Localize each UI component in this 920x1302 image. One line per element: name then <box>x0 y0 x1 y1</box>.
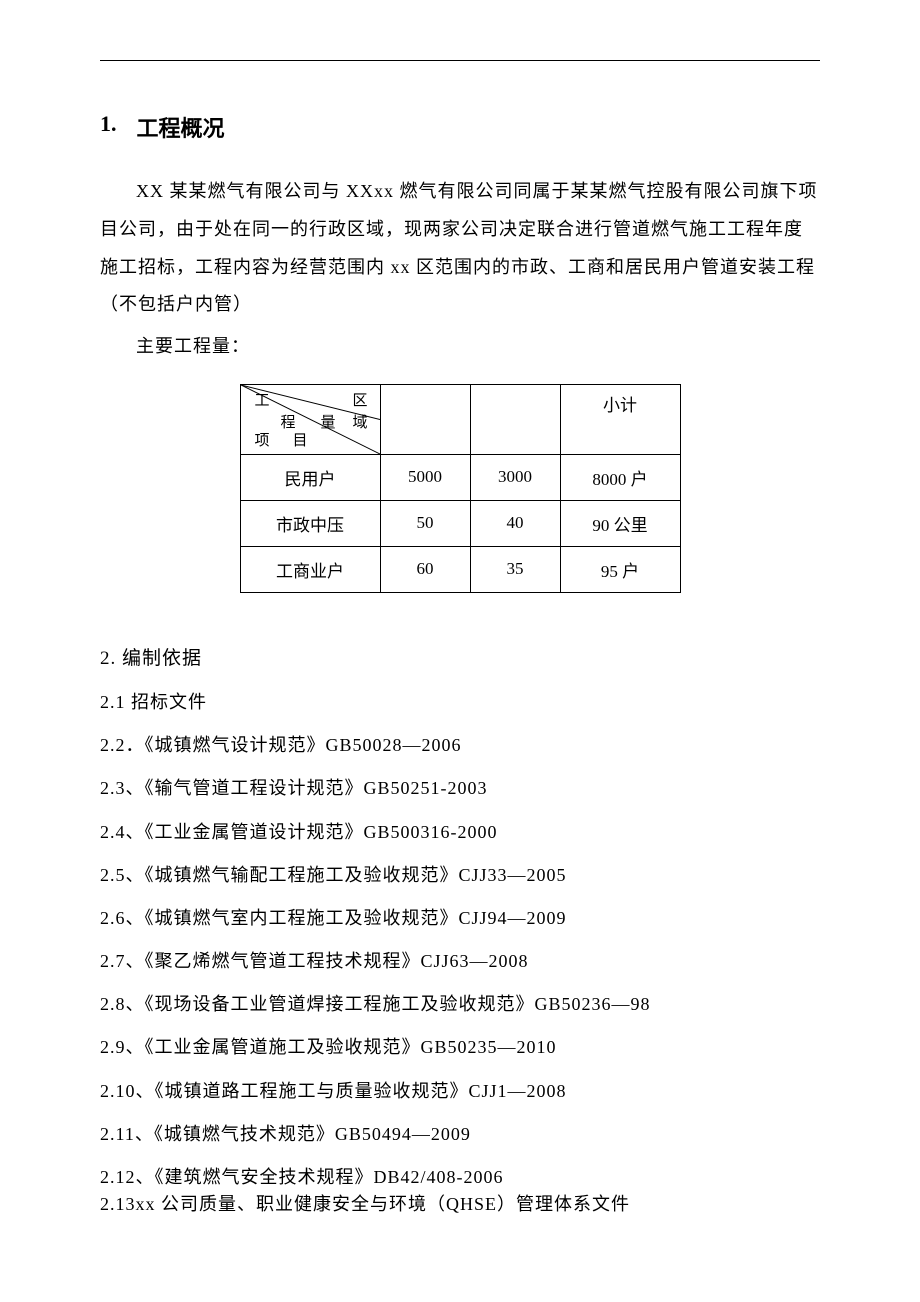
section-1-heading: 1. 工程概况 <box>100 111 820 143</box>
table-cell: 95 户 <box>560 546 680 592</box>
diag-label: 量 <box>320 411 337 432</box>
diag-label: 域 <box>352 411 369 432</box>
table-cell: 民用户 <box>240 454 380 500</box>
diag-label: 项 <box>255 429 272 450</box>
diag-label: 工 <box>255 389 272 410</box>
section-1-title: 工程概况 <box>137 111 225 143</box>
table-cell: 90 公里 <box>560 500 680 546</box>
section-1-paragraph: XX 某某燃气有限公司与 XXxx 燃气有限公司同属于某某燃气控股有限公司旗下项… <box>100 173 820 324</box>
section-2-number: 2. <box>100 648 116 669</box>
table-row: 民用户 5000 3000 8000 户 <box>240 454 680 500</box>
table-header-col-c: 小计 <box>560 384 680 454</box>
page-top-rule <box>100 60 820 61</box>
table-header-col-b <box>470 384 560 454</box>
table-cell: 市政中压 <box>240 500 380 546</box>
section-1-sublabel: 主要工程量： <box>100 328 820 366</box>
diag-label: 区 <box>352 389 369 410</box>
table-header-row: 工 区 程 域 项 目 量 小计 <box>240 384 680 454</box>
table-cell: 5000 <box>380 454 470 500</box>
ref-item: 2.3、《输气管道工程设计规范》GB50251-2003 <box>100 776 820 801</box>
ref-item: 2.2．《城镇燃气设计规范》GB50028—2006 <box>100 733 820 758</box>
table-cell: 40 <box>470 500 560 546</box>
ref-item: 2.7、《聚乙烯燃气管道工程技术规程》CJJ63—2008 <box>100 949 820 974</box>
ref-item: 2.9、《工业金属管道施工及验收规范》GB50235—2010 <box>100 1035 820 1060</box>
ref-item: 2.10、《城镇道路工程施工与质量验收规范》CJJ1—2008 <box>100 1079 820 1104</box>
section-2-heading: 2. 编制依据 <box>100 643 820 670</box>
ref-item: 2.5、《城镇燃气输配工程施工及验收规范》CJJ33—2005 <box>100 863 820 888</box>
section-1-number: 1. <box>100 111 117 143</box>
table-cell: 8000 户 <box>560 454 680 500</box>
table-row: 市政中压 50 40 90 公里 <box>240 500 680 546</box>
section-2-title: 编制依据 <box>122 648 202 669</box>
table-header-col-a <box>380 384 470 454</box>
ref-item: 2.8、《现场设备工业管道焊接工程施工及验收规范》GB50236—98 <box>100 992 820 1017</box>
table-cell: 3000 <box>470 454 560 500</box>
table-cell: 50 <box>380 500 470 546</box>
quantity-table: 工 区 程 域 项 目 量 小计 民用户 5000 3000 8000 户 市政… <box>240 384 681 593</box>
ref-item: 2.13xx 公司质量、职业健康安全与环境（QHSE）管理体系文件 <box>100 1192 820 1217</box>
diag-label: 目 <box>293 429 310 450</box>
table-diagonal-header: 工 区 程 域 项 目 量 <box>240 384 380 454</box>
table-cell: 35 <box>470 546 560 592</box>
ref-item: 2.4、《工业金属管道设计规范》GB500316-2000 <box>100 820 820 845</box>
ref-item: 2.12、《建筑燃气安全技术规程》DB42/408-2006 <box>100 1165 820 1190</box>
table-cell: 60 <box>380 546 470 592</box>
ref-item: 2.6、《城镇燃气室内工程施工及验收规范》CJJ94—2009 <box>100 906 820 931</box>
table-row: 工商业户 60 35 95 户 <box>240 546 680 592</box>
table-cell: 工商业户 <box>240 546 380 592</box>
ref-item: 2.11、《城镇燃气技术规范》GB50494—2009 <box>100 1122 820 1147</box>
ref-item: 2.1 招标文件 <box>100 690 820 715</box>
